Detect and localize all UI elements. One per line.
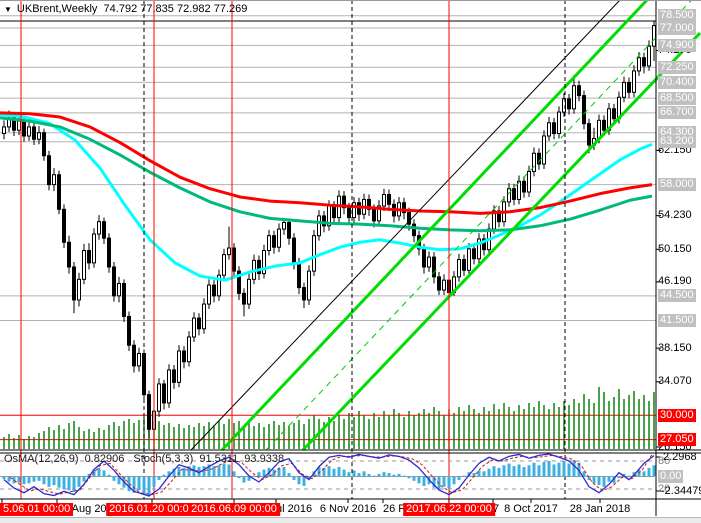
- time-label: ul 2016: [276, 503, 313, 515]
- price-label: 34.070: [658, 375, 692, 388]
- time-label: 2016.01.20 00:00: [106, 503, 198, 516]
- ohlc-open: 74.792: [103, 3, 138, 15]
- status-strip: [0, 517, 701, 523]
- ohlc-close: 77.269: [213, 3, 248, 15]
- price-label: 27.050: [658, 433, 696, 447]
- symbol-period-label: UKBrent,Weekly: [16, 3, 98, 15]
- stoch-signal-value: 93.9338: [244, 453, 285, 465]
- price-label: 68.500: [658, 91, 696, 105]
- time-label: 5.06.01 00:00: [0, 503, 74, 516]
- price-label: 41.500: [658, 314, 696, 328]
- osma-value: 0.82906: [84, 453, 125, 465]
- price-label: 20: [658, 482, 671, 495]
- ohlc-high: 77.835: [140, 3, 174, 15]
- time-label: 6 Nov 2016: [319, 503, 377, 515]
- price-label: 72.250: [658, 60, 696, 74]
- indicator-label: OsMA(12,26,9) 0.82906 Stoch(5,3,3) 91.5311…: [4, 453, 290, 465]
- dropdown-arrow-icon[interactable]: ▼: [4, 5, 12, 14]
- price-label: -2.34479: [661, 484, 701, 497]
- time-label: 8 Oct 2017: [504, 503, 558, 515]
- price-label: 44.500: [658, 289, 696, 303]
- price-label: 30.000: [658, 408, 696, 422]
- price-label: 46.190: [658, 275, 692, 288]
- time-label: 2016.06.09 00:00: [188, 503, 280, 516]
- price-label: 2.2968: [663, 450, 697, 463]
- price-label: 50.150: [658, 242, 692, 255]
- ohlc-low: 72.982: [176, 3, 211, 15]
- price-label: 38.150: [658, 341, 692, 354]
- osma-name: OsMA(12,26,9): [4, 453, 79, 465]
- price-label: 80: [658, 454, 671, 467]
- price-label: 78.500: [658, 9, 696, 23]
- stoch-main-value: 91.5311: [199, 453, 239, 465]
- price-label: 58.000: [658, 178, 696, 192]
- time-label: 28 Jan 2018: [569, 503, 631, 515]
- price-label: 70.400: [658, 75, 696, 89]
- price-label: 74.900: [658, 38, 696, 52]
- price-label: 66.700: [658, 106, 696, 120]
- price-label: 63.200: [658, 135, 696, 149]
- price-label: 54.230: [658, 209, 692, 222]
- chart-title: ▼ UKBrent,Weekly 74.792 77.835 72.982 77.…: [4, 3, 247, 15]
- stoch-name: Stoch(5,3,3): [133, 453, 194, 465]
- time-label: 2017.06.22 00:00: [403, 503, 495, 516]
- price-label: 0.00: [658, 470, 684, 483]
- price-label: 77.000: [658, 21, 696, 35]
